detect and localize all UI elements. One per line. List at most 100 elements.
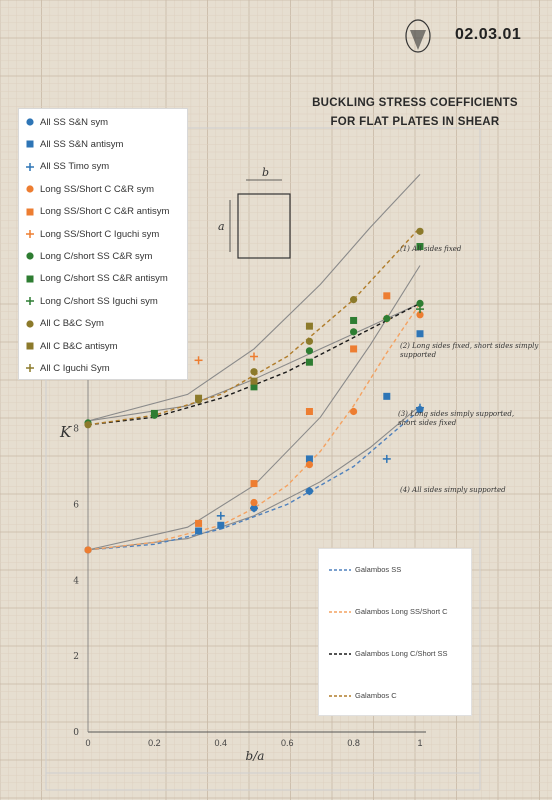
data-point (382, 454, 391, 463)
data-point (416, 330, 424, 338)
legend-entry: Long C/short SS Iguchi sym (25, 292, 158, 310)
data-point (350, 328, 358, 336)
printed-curve (87, 174, 421, 422)
legend: All SS S&N sym All SS S&N antisym All SS T… (18, 108, 188, 380)
legend-entry: Long C/short SS C&R sym (25, 247, 152, 265)
plus-marker-icon (26, 297, 34, 306)
legend-entry: Long C/short SS C&R antisym (25, 270, 168, 288)
data-point (383, 314, 391, 323)
dashed-line-icon (329, 652, 351, 655)
y-tick-label: 0 (73, 728, 79, 738)
legend-entry: All C B&C Sym (25, 315, 104, 333)
galambos-legend-entry: Galambos Long C/Short SS (329, 649, 448, 658)
data-point (350, 407, 358, 416)
galambos-legend-label: Galambos Long SS/Short C (355, 607, 448, 616)
data-point (250, 498, 258, 507)
y-tick-label: 6 (73, 500, 79, 510)
document-code: 02.03.01 (455, 26, 522, 43)
data-point (305, 322, 313, 330)
data-point (250, 377, 258, 385)
x-tick-label: 0 (85, 738, 90, 748)
data-point (195, 519, 203, 527)
plate-b-label: b (262, 166, 269, 179)
chart-title: BUCKLING STRESS COEFFICIENTS FOR FLAT PL… (300, 94, 530, 132)
plus-marker-icon (26, 162, 34, 171)
plot-frame (45, 127, 481, 774)
legend-label: All C B&C Sym (40, 318, 104, 330)
data-point (305, 487, 314, 496)
data-point (350, 345, 358, 353)
plate-a-label: a (218, 220, 225, 233)
y-axis-label: K (59, 423, 72, 441)
legend-entry: Long SS/Short C C&R antisym (25, 203, 169, 221)
legend-entry: All SS Timo sym (25, 158, 109, 176)
dashed-line-icon (329, 694, 351, 697)
square-marker-icon (26, 140, 34, 148)
y-tick-label: 4 (73, 576, 79, 586)
legend-label: All SS S&N sym (40, 116, 109, 128)
printed-curve (87, 405, 421, 551)
data-point (383, 392, 391, 400)
data-point (250, 383, 258, 391)
dashed-line-icon (329, 610, 351, 613)
circle-marker-icon (26, 118, 34, 126)
square-marker-icon (26, 275, 34, 283)
legend-entry: All SS S&N sym (25, 113, 108, 131)
x-tick-label: 1 (417, 738, 422, 748)
data-point (150, 409, 158, 417)
legend-entry: All C Iguchi Sym (25, 359, 110, 377)
data-point (416, 227, 424, 235)
data-point (305, 347, 314, 355)
square-marker-icon (26, 208, 34, 216)
data-point (194, 356, 203, 365)
data-point (305, 358, 313, 366)
data-point (84, 421, 92, 429)
x-tick-label: 0.2 (148, 738, 161, 748)
legend-label: Long C/short SS C&R sym (40, 250, 153, 262)
galambos-curve (87, 303, 421, 551)
galambos-legend-label: Galambos Long C/Short SS (355, 649, 448, 658)
data-point (350, 296, 358, 304)
circle-marker-icon (26, 252, 34, 260)
data-point (305, 408, 313, 416)
data-point (217, 521, 225, 529)
title-line-2: FOR FLAT PLATES IN SHEAR (330, 116, 500, 128)
galambos-curve (87, 227, 421, 426)
data-point (416, 403, 424, 412)
data-point (416, 243, 424, 251)
legend-label: Long C/short SS C&R antisym (40, 273, 168, 285)
circle-marker-icon (26, 319, 34, 328)
y-tick-label: 2 (73, 652, 79, 662)
data-point (305, 461, 314, 469)
data-point (305, 337, 314, 345)
data-point (216, 511, 225, 520)
plate-diagram (237, 193, 291, 259)
legend-entry: Long SS/Short C C&R sym (25, 180, 154, 198)
emblem-mark (410, 30, 426, 50)
galambos-legend-entry: Galambos Long SS/Short C (329, 607, 448, 616)
y-tick-label: 8 (73, 425, 79, 435)
square-marker-icon (26, 342, 34, 350)
galambos-legend-entry: Galambos SS (329, 565, 401, 574)
galambos-curve (87, 409, 421, 551)
annotation-curve-4: (4) All sides simply supported (400, 486, 506, 494)
legend-entry: Long SS/Short C Iguchi sym (25, 225, 159, 243)
legend-label: Long C/short SS Iguchi sym (40, 295, 158, 307)
data-point (416, 299, 424, 308)
x-tick-label: 0.6 (281, 738, 294, 748)
data-point (416, 305, 424, 314)
annotation-curve-2: (2) Long sides fixed, short sides simply… (400, 342, 539, 359)
printed-curve (87, 302, 421, 422)
x-tick-label: 0.8 (347, 738, 360, 748)
legend-label: All C B&C antisym (40, 340, 118, 352)
x-tick-label: 0.4 (215, 738, 228, 748)
legend-label: All C Iguchi Sym (40, 362, 110, 374)
data-point (416, 311, 424, 319)
legend-label: All SS Timo sym (40, 161, 110, 173)
dashed-line-icon (329, 568, 351, 571)
legend-label: Long SS/Short C C&R antisym (40, 206, 170, 218)
annotation-curve-3: (3) Long sides simply supported, short s… (398, 410, 515, 427)
galambos-legend-entry: Galambos C (329, 691, 397, 700)
